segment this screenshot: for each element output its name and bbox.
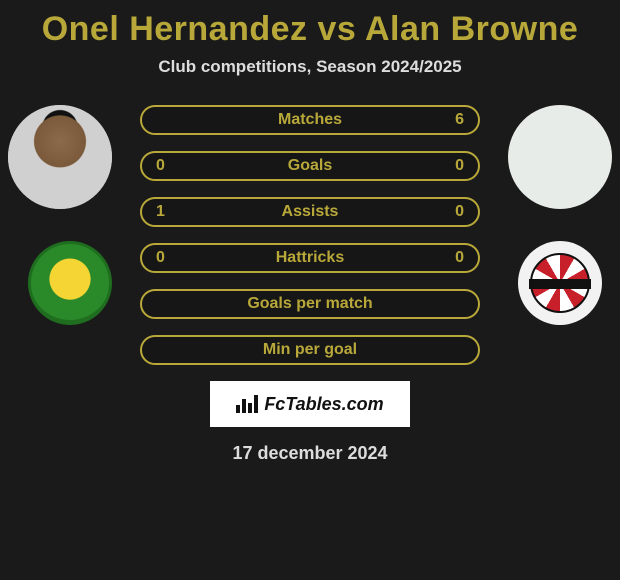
club-right-crest-inner <box>530 253 590 313</box>
player-right-avatar <box>508 105 612 209</box>
bar-chart-icon <box>236 395 258 413</box>
stat-label: Assists <box>282 203 339 221</box>
stats-area: Matches 6 0 Goals 0 1 Assists 0 0 Hattri… <box>0 105 620 365</box>
stat-row-min-per-goal: Min per goal <box>140 335 480 365</box>
stat-right-value: 0 <box>455 203 464 221</box>
stat-label: Matches <box>278 111 342 129</box>
stat-label: Hattricks <box>276 249 344 267</box>
page-title: Onel Hernandez vs Alan Browne <box>0 10 620 49</box>
stat-right-value: 0 <box>455 249 464 267</box>
branding-badge[interactable]: FcTables.com <box>210 381 410 427</box>
stat-label: Goals per match <box>247 295 372 313</box>
stat-left-value: 0 <box>156 249 165 267</box>
club-right-crest <box>518 241 602 325</box>
stat-row-goals: 0 Goals 0 <box>140 151 480 181</box>
stat-left-value: 0 <box>156 157 165 175</box>
stat-row-hattricks: 0 Hattricks 0 <box>140 243 480 273</box>
stat-left-value: 1 <box>156 203 165 221</box>
stat-right-value: 6 <box>455 111 464 129</box>
stat-row-goals-per-match: Goals per match <box>140 289 480 319</box>
stat-row-matches: Matches 6 <box>140 105 480 135</box>
stat-label: Goals <box>288 157 332 175</box>
branding-label: FcTables.com <box>264 394 383 415</box>
subtitle: Club competitions, Season 2024/2025 <box>0 57 620 77</box>
date-label: 17 december 2024 <box>0 443 620 464</box>
player-left-avatar <box>8 105 112 209</box>
stat-bars: Matches 6 0 Goals 0 1 Assists 0 0 Hattri… <box>140 105 480 365</box>
comparison-card: Onel Hernandez vs Alan Browne Club compe… <box>0 0 620 464</box>
player-left-face-placeholder <box>8 105 112 209</box>
stat-label: Min per goal <box>263 341 357 359</box>
club-left-crest <box>28 241 112 325</box>
stat-right-value: 0 <box>455 157 464 175</box>
club-right-crest-band <box>529 279 591 289</box>
stat-row-assists: 1 Assists 0 <box>140 197 480 227</box>
